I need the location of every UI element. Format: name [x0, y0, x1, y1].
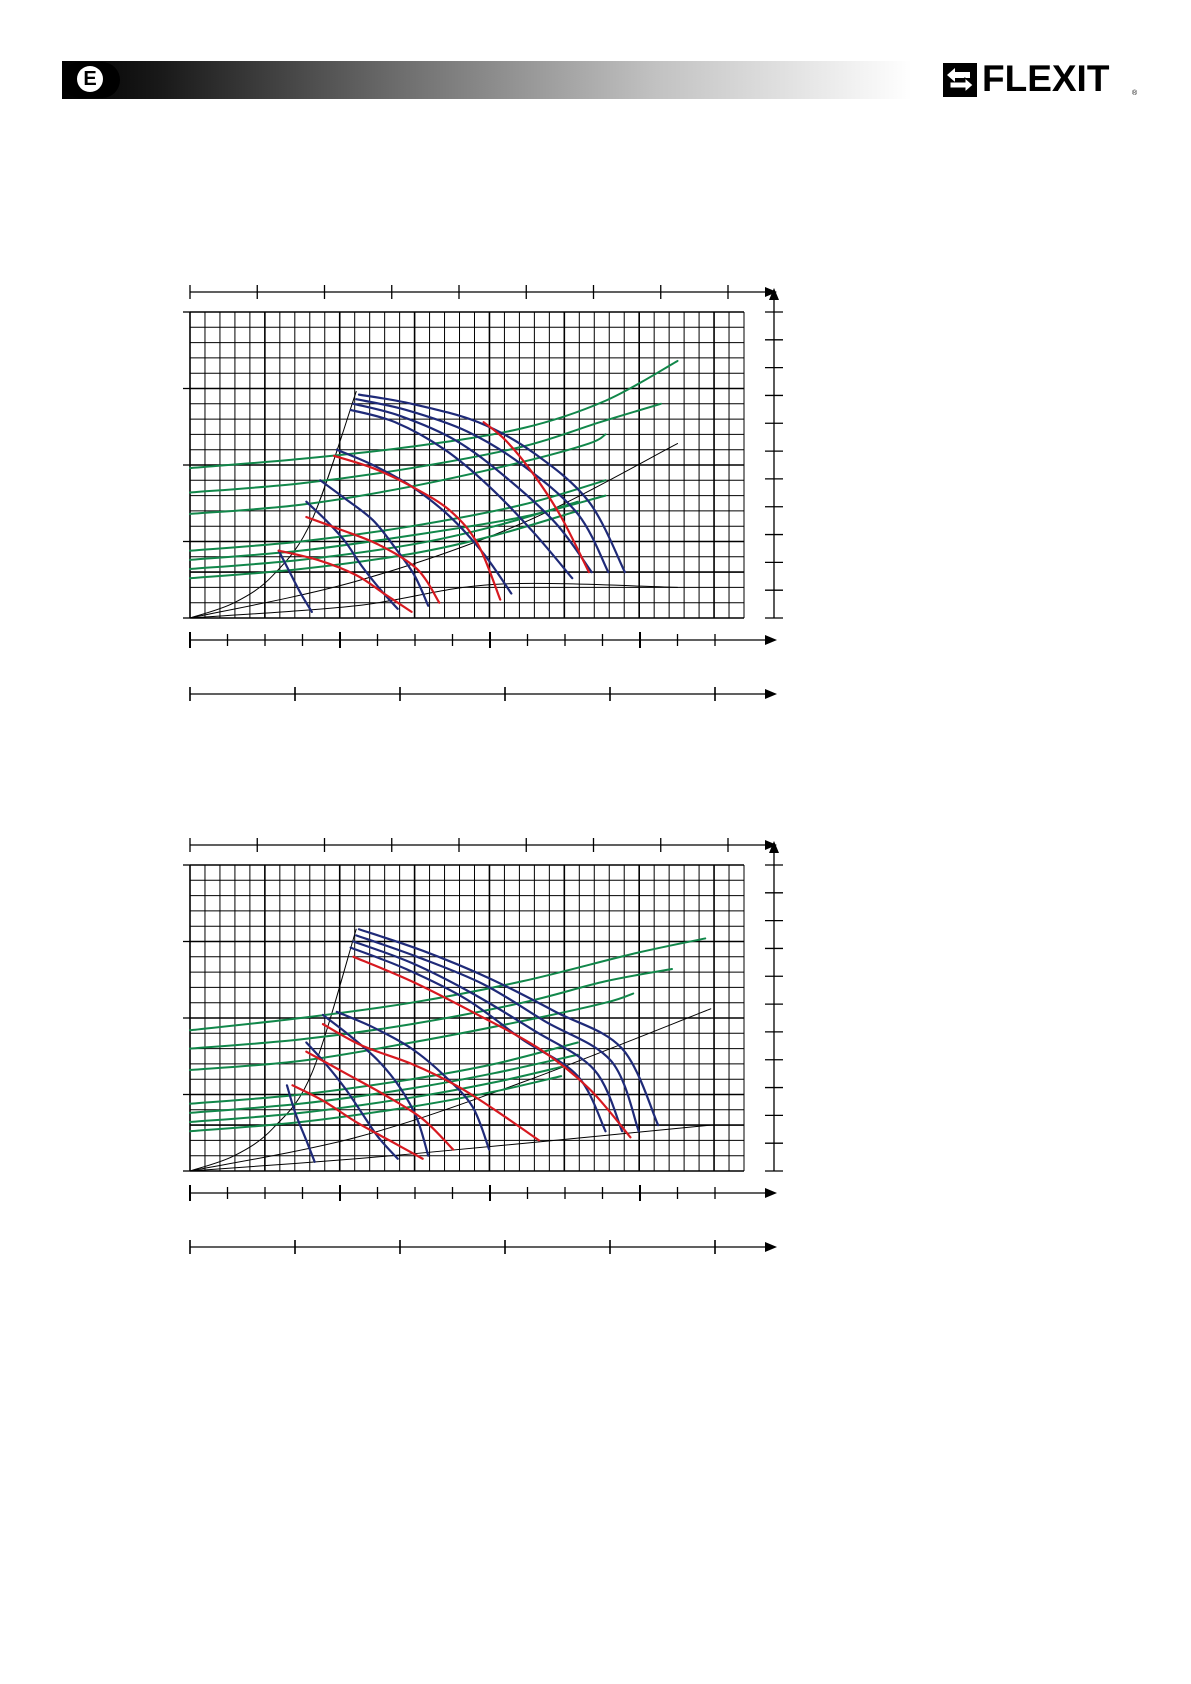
- fan-curve-2: [355, 934, 640, 1133]
- top-axis-arrow: [765, 840, 777, 850]
- fan-performance-chart-2: [183, 838, 790, 1303]
- sound-curve-2: [189, 402, 662, 494]
- right-axis-arrow: [769, 288, 779, 300]
- fan-curve-1: [357, 928, 660, 1127]
- chart-1-grid: [189, 311, 745, 619]
- power-curve-1: [352, 955, 632, 1139]
- double-arrow-icon: [943, 63, 977, 97]
- fan-curve-4: [349, 408, 574, 580]
- sound-curve-1: [189, 359, 679, 470]
- power-curve-4: [277, 549, 413, 613]
- system-curve-2: [189, 443, 679, 619]
- system-curve-2: [189, 1008, 712, 1172]
- bottom-axis-arrow: [765, 1188, 777, 1198]
- top-axis-arrow: [765, 287, 777, 297]
- bottom-axis-arrow: [765, 635, 777, 645]
- fan-curve-6: [319, 479, 430, 607]
- sound-curve-4: [189, 479, 607, 552]
- sound-curve-1: [189, 937, 707, 1032]
- fan-performance-chart-1: [183, 285, 790, 750]
- fan-curve-8: [285, 1084, 316, 1163]
- fan-curve-2: [355, 398, 610, 574]
- sound-curve-5: [189, 1053, 579, 1114]
- fan-curve-8: [277, 549, 313, 613]
- power-curve-2: [321, 1023, 541, 1142]
- system-curve-3: [189, 1124, 712, 1172]
- system-curve-1: [189, 928, 357, 1172]
- fan-curve-3: [352, 402, 593, 574]
- power-curve-2: [332, 454, 502, 601]
- system-curve-3: [189, 582, 679, 619]
- brand-name: FLEXIT: [982, 58, 1110, 99]
- sound-curve-4: [189, 1041, 579, 1105]
- sound-curve-3: [189, 992, 635, 1072]
- bottom-axis-2-arrow: [765, 1242, 777, 1252]
- sound-curve-2: [189, 968, 673, 1050]
- power-curve-4: [291, 1084, 424, 1160]
- sound-curve-3: [189, 433, 607, 515]
- power-curve-3: [305, 1050, 455, 1151]
- system-curve-1: [189, 391, 357, 619]
- fan-curve-5: [335, 448, 513, 595]
- power-curve-1: [482, 421, 590, 574]
- fan-curve-4: [349, 946, 607, 1133]
- fan-curve-5: [335, 1010, 491, 1151]
- power-curve-3: [305, 515, 441, 604]
- chart-2-axes: [183, 838, 783, 1254]
- chart-1-axes: [183, 285, 783, 701]
- chart-1-svg: [183, 285, 783, 701]
- fan-curve-6: [321, 1013, 430, 1157]
- language-badge: E: [62, 62, 120, 98]
- fan-curve-1: [357, 393, 626, 574]
- chart-2-svg: [183, 838, 783, 1254]
- right-axis-arrow: [769, 841, 779, 853]
- header-gradient-bar: [62, 61, 912, 99]
- language-code: E: [77, 66, 103, 92]
- fan-curve-3: [352, 940, 624, 1133]
- sound-curve-7: [189, 509, 579, 580]
- sound-curve-6: [189, 500, 579, 571]
- brand-logo: FLEXIT ®: [942, 58, 1142, 100]
- bottom-axis-2-arrow: [765, 689, 777, 699]
- registered-mark: ®: [1132, 90, 1138, 97]
